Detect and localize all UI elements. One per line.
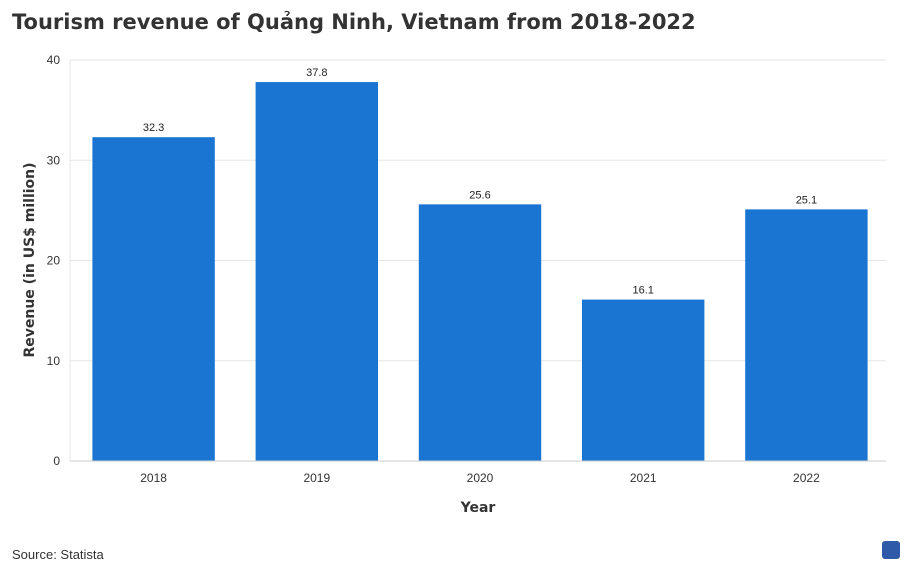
bar-2021[interactable] <box>582 299 705 461</box>
y-tick-label: 10 <box>47 354 61 368</box>
bar-2022[interactable] <box>745 209 868 461</box>
bar-2018[interactable] <box>92 137 215 461</box>
y-tick-label: 30 <box>47 153 61 167</box>
data-label-2018: 32.3 <box>143 122 164 134</box>
source-note: Source: Statista <box>12 547 104 562</box>
y-tick-label: 0 <box>53 454 60 468</box>
x-tick-label-2022: 2022 <box>793 471 820 485</box>
bars <box>92 82 868 462</box>
x-tick-label-2020: 2020 <box>467 471 494 485</box>
x-tick-label-2019: 2019 <box>303 471 330 485</box>
data-label-2019: 37.8 <box>306 67 327 79</box>
statista-logo-icon[interactable] <box>882 541 900 559</box>
data-label-2022: 25.1 <box>796 194 817 206</box>
x-axis-ticks: 2018 2019 2020 2021 2022 <box>140 471 820 485</box>
data-label-2021: 16.1 <box>632 285 653 297</box>
x-tick-label-2018: 2018 <box>140 471 167 485</box>
y-axis-ticks: 0 10 20 30 40 <box>47 53 61 468</box>
data-labels: 32.3 37.8 25.6 16.1 25.1 <box>143 67 817 297</box>
chart-title: Tourism revenue of Quảng Ninh, Vietnam f… <box>12 10 696 34</box>
y-tick-label: 40 <box>47 53 61 67</box>
data-label-2020: 25.6 <box>469 189 490 201</box>
x-axis-title: Year <box>460 500 496 516</box>
x-tick-label-2021: 2021 <box>630 471 657 485</box>
bar-2019[interactable] <box>255 82 378 462</box>
bar-2020[interactable] <box>418 204 542 462</box>
y-tick-label: 20 <box>47 254 61 268</box>
y-axis-title: Revenue (in US$ million) <box>22 162 38 357</box>
